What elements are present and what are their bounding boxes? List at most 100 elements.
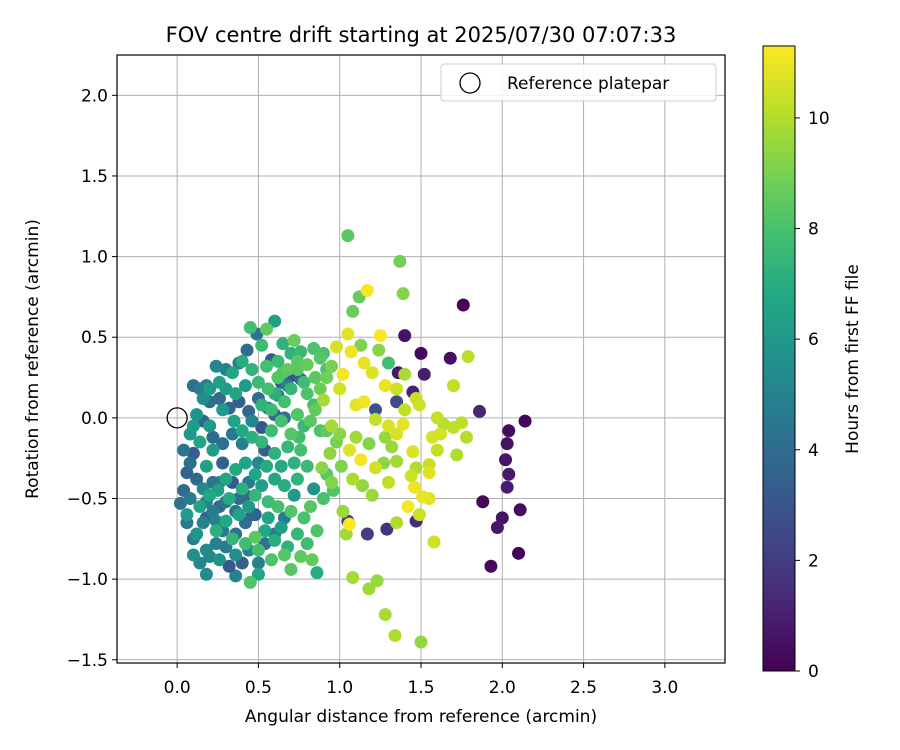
colorbar-gradient xyxy=(762,45,796,672)
data-point xyxy=(307,342,321,356)
data-point xyxy=(344,345,358,359)
y-tick-label: 1.5 xyxy=(81,167,108,187)
data-point xyxy=(430,443,444,457)
data-point xyxy=(281,362,295,376)
data-point xyxy=(357,356,371,370)
data-point xyxy=(406,445,420,459)
data-point xyxy=(300,387,314,401)
y-tick-label: −1.5 xyxy=(67,651,108,671)
data-point xyxy=(490,521,504,535)
data-point xyxy=(294,443,308,457)
data-point xyxy=(388,629,402,643)
data-point xyxy=(378,379,392,393)
data-point xyxy=(232,508,246,522)
data-point xyxy=(260,322,274,336)
y-tick-label: −0.5 xyxy=(67,490,108,510)
colorbar-tick-label: 6 xyxy=(808,330,819,350)
data-point xyxy=(513,503,527,517)
data-point xyxy=(518,414,532,428)
data-point xyxy=(196,516,210,530)
data-point xyxy=(186,548,200,562)
data-point xyxy=(396,417,410,431)
data-point xyxy=(248,467,262,481)
data-point xyxy=(310,524,324,538)
data-point xyxy=(390,427,404,441)
data-point xyxy=(360,527,374,541)
data-point xyxy=(277,548,291,562)
data-point xyxy=(238,379,252,393)
data-point xyxy=(245,414,259,428)
data-point xyxy=(229,548,243,562)
data-point xyxy=(341,327,355,341)
data-point xyxy=(414,346,428,360)
data-point xyxy=(258,524,272,538)
data-point xyxy=(417,367,431,381)
data-point xyxy=(261,511,275,525)
data-point xyxy=(333,427,347,441)
data-point xyxy=(260,359,274,373)
data-point xyxy=(251,543,265,557)
data-point xyxy=(381,419,395,433)
data-point xyxy=(342,517,356,531)
data-point xyxy=(284,427,298,441)
data-point xyxy=(390,454,404,468)
data-point xyxy=(357,395,371,409)
data-point xyxy=(243,575,257,589)
y-tick-label: −1.0 xyxy=(67,570,108,590)
data-point xyxy=(264,424,278,438)
y-tick-label: 1.0 xyxy=(81,248,108,268)
x-tick-label: 1.0 xyxy=(326,678,353,698)
data-point xyxy=(287,456,301,470)
data-point xyxy=(264,403,278,417)
data-point xyxy=(390,382,404,396)
legend: Reference platepar xyxy=(440,63,717,102)
data-point xyxy=(422,466,436,480)
data-point xyxy=(203,419,217,433)
colorbar-tick-label: 10 xyxy=(808,109,830,129)
data-point xyxy=(290,408,304,422)
data-point xyxy=(212,392,226,406)
reference-marker xyxy=(166,407,188,429)
data-point xyxy=(235,437,249,451)
legend-marker-icon xyxy=(459,72,481,94)
data-point xyxy=(365,488,379,502)
legend-label: Reference platepar xyxy=(507,74,669,94)
data-point xyxy=(407,480,421,494)
data-point xyxy=(500,437,514,451)
data-point xyxy=(243,321,257,335)
data-point xyxy=(284,504,298,518)
data-point xyxy=(271,371,285,385)
data-point xyxy=(308,371,322,385)
data-point xyxy=(502,424,516,438)
data-point xyxy=(398,367,412,381)
data-point xyxy=(499,453,513,467)
data-point xyxy=(229,387,243,401)
data-point xyxy=(443,351,457,365)
data-point xyxy=(416,490,430,504)
data-point xyxy=(362,582,376,596)
data-point xyxy=(251,375,265,389)
x-axis-label: Angular distance from reference (arcmin) xyxy=(245,707,597,727)
data-point xyxy=(450,448,464,462)
data-point xyxy=(396,287,410,301)
data-point xyxy=(248,488,262,502)
data-point xyxy=(307,482,321,496)
x-axis-ticks: 0.0 0.5 1.0 1.5 2.0 2.5 3.0 xyxy=(164,663,678,698)
data-point xyxy=(461,350,475,364)
data-point xyxy=(390,395,404,409)
data-point xyxy=(242,500,256,514)
data-point xyxy=(203,488,217,502)
data-point xyxy=(390,516,404,530)
data-point xyxy=(274,521,288,535)
data-point xyxy=(365,366,379,380)
data-point xyxy=(212,553,226,567)
data-point xyxy=(271,354,285,368)
data-point xyxy=(290,472,304,486)
data-point xyxy=(300,358,314,372)
data-point xyxy=(190,472,204,486)
data-point xyxy=(222,492,236,506)
data-point xyxy=(346,472,360,486)
y-axis-label: Rotation from reference (arcmin) xyxy=(23,219,43,499)
data-point xyxy=(261,495,275,509)
data-point xyxy=(255,479,269,493)
